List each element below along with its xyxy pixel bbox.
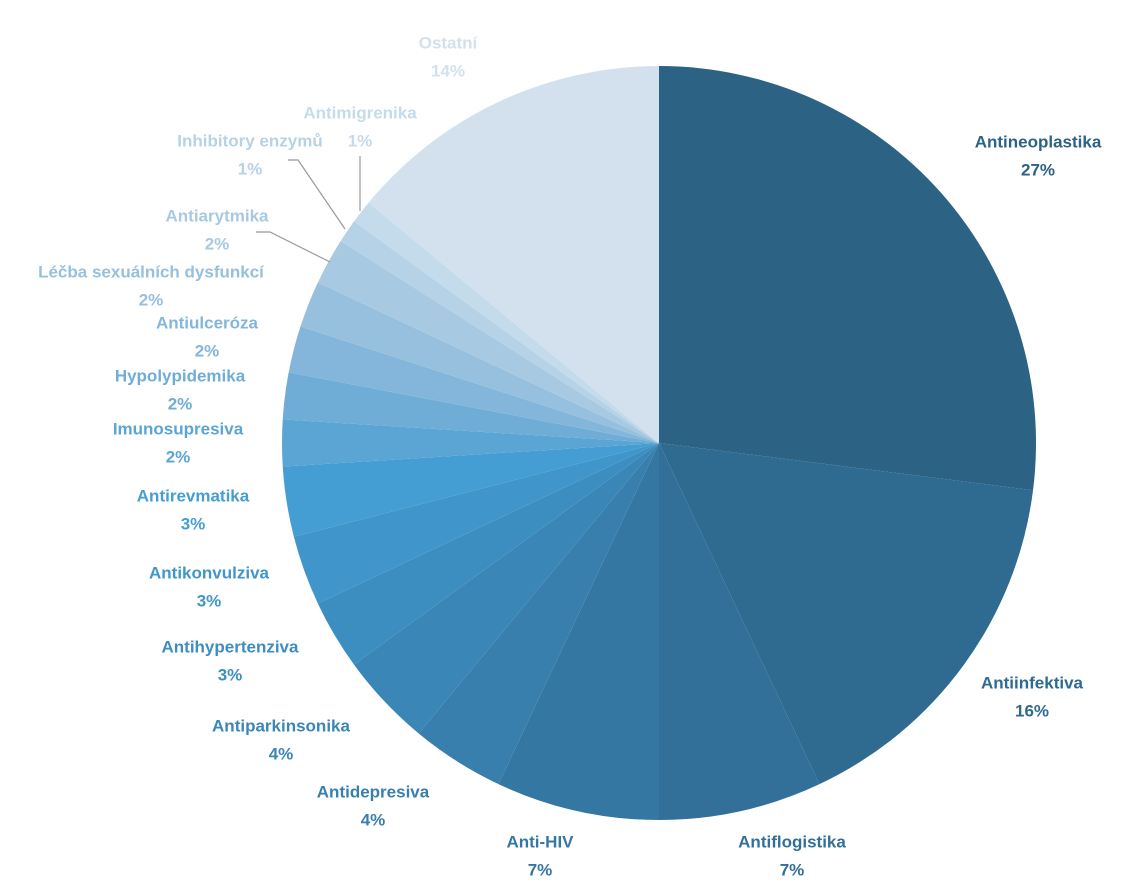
pie-slice (368, 66, 659, 443)
slice-value-label: 27% (1021, 160, 1055, 179)
pie-slice (293, 443, 659, 604)
pie-slice (300, 282, 659, 443)
slice-value-label: 4% (361, 810, 386, 829)
pie-slice (659, 443, 820, 820)
pie-slice (340, 221, 659, 443)
pie-slice (659, 66, 1036, 491)
slice-label: Antirevmatika (137, 486, 250, 505)
slice-label: Antidepresiva (317, 782, 430, 801)
slice-value-label: 7% (528, 860, 553, 879)
slice-value-label: 7% (780, 860, 805, 879)
leader-line (288, 159, 346, 230)
slice-label: Inhibitory enzymů (177, 131, 322, 150)
slice-value-label: 14% (431, 61, 465, 80)
pie-slice (498, 443, 659, 820)
slice-value-label: 2% (139, 290, 164, 309)
slice-label: Antihypertenziva (162, 637, 300, 656)
slice-label: Antikonvulziva (149, 563, 270, 582)
pie-slice (418, 443, 659, 785)
slice-value-label: 3% (181, 514, 206, 533)
slice-label: Antiinfektiva (981, 673, 1084, 692)
slice-label: Hypolypidemika (115, 366, 246, 385)
slice-label: Antineoplastika (975, 132, 1102, 151)
slice-value-label: 4% (269, 744, 294, 763)
slice-label: Antiparkinsonika (212, 716, 350, 735)
slice-value-label: 2% (166, 447, 191, 466)
pie-slice (288, 326, 659, 443)
slice-value-label: 3% (218, 665, 243, 684)
slice-value-label: 1% (348, 131, 373, 150)
pie-slice (282, 443, 659, 537)
slice-value-label: 2% (205, 234, 230, 253)
pie-slice (282, 372, 659, 443)
slice-value-label: 3% (197, 591, 222, 610)
pie-slice (317, 240, 659, 443)
slice-value-label: 1% (238, 159, 263, 178)
slice-value-label: 16% (1015, 701, 1049, 720)
pie-slice (317, 443, 659, 665)
slice-label: Ostatní (419, 33, 479, 52)
slice-label: Antiflogistika (738, 832, 846, 851)
pie-slice (659, 443, 1034, 785)
slice-label: Antimigrenika (303, 103, 417, 122)
pie-slice (354, 443, 659, 734)
slice-label: Anti-HIV (506, 832, 574, 851)
pie-slice (282, 419, 659, 467)
pie-slice (354, 202, 659, 443)
slice-value-label: 2% (168, 394, 193, 413)
slice-label: Antiulceróza (156, 313, 259, 332)
slice-value-label: 2% (195, 341, 220, 360)
slice-label: Léčba sexuálních dysfunkcí (38, 262, 265, 281)
leader-line (256, 231, 331, 263)
slice-label: Antiarytmika (166, 206, 270, 225)
slice-label: Imunosupresiva (113, 419, 244, 438)
